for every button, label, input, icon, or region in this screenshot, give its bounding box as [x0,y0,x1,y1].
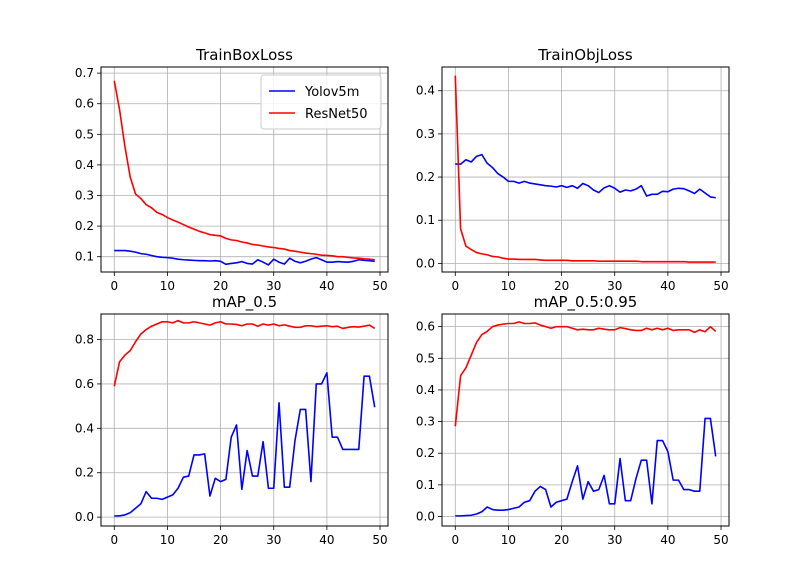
y-tick-label: 0.7 [75,66,94,80]
series-line-resnet50 [113,80,375,261]
y-tick-label: 0.6 [416,320,435,334]
y-tick-label: 0.3 [75,189,94,203]
plot-area [454,321,717,517]
grid [442,314,729,526]
x-tick-label: 50 [372,533,387,547]
plot-area [113,80,375,266]
y-tick-label: 0.2 [416,446,435,460]
y-tick-label: 0.4 [416,84,435,98]
y-tick-label: 0.4 [75,421,94,435]
series-line-resnet50 [454,75,716,263]
plot-area [113,319,376,517]
axis-ticks: 0 10 20 30 40 50 0.0 0.1 0.2 0.3 0.4 0.5 0.6 [416,320,729,547]
axis-ticks: 0 10 20 30 40 50 0.0 0.2 0.4 0.6 0.8 [75,333,388,547]
x-tick-label: 20 [554,533,569,547]
x-tick-label: 0 [451,533,459,547]
y-tick-label: 0.2 [75,466,94,480]
x-tick-label: 30 [266,279,281,293]
series-line-yolov5m [455,417,717,517]
x-tick-label: 50 [713,533,728,547]
series-line-yolov5m [114,372,376,517]
axes-frame [100,313,389,527]
axes-frame [441,66,730,273]
y-tick-label: 0.0 [75,510,94,524]
x-tick-label: 0 [110,279,118,293]
legend: Yolov5m ResNet50 [260,74,382,130]
y-tick-label: 0.4 [75,158,94,172]
axis-ticks: 0 10 20 30 40 50 0.1 0.2 0.3 0.4 0.5 0.6 0.7 [75,66,388,293]
chart-map-0-5: mAP_0.5 0 10 20 30 40 50 0.0 0.2 0.4 0.6 0.8 [75,293,389,547]
x-tick-label: 10 [160,533,175,547]
chart-title: mAP_0.5:0.95 [534,293,638,312]
x-tick-label: 30 [607,279,622,293]
grid [442,67,729,272]
x-tick-label: 10 [501,533,516,547]
y-tick-label: 0.0 [416,256,435,270]
axes-frame [100,66,389,273]
plot-area [454,75,716,263]
x-tick-label: 10 [501,279,516,293]
x-tick-label: 10 [160,279,175,293]
y-tick-label: 0.4 [416,383,435,397]
x-tick-label: 20 [554,279,569,293]
y-tick-label: 0.1 [75,250,94,264]
y-tick-label: 0.2 [75,219,94,233]
legend-box [260,74,382,130]
y-tick-label: 0.3 [416,415,435,429]
y-tick-label: 0.8 [75,333,94,347]
y-tick-label: 0.6 [75,377,94,391]
x-tick-label: 0 [110,533,118,547]
x-tick-label: 20 [213,533,228,547]
x-tick-label: 50 [713,279,728,293]
series-line-yolov5m [455,153,716,199]
y-tick-label: 0.5 [416,351,435,365]
y-tick-label: 0.0 [416,510,435,524]
y-tick-label: 0.6 [75,97,94,111]
x-tick-label: 30 [266,533,281,547]
x-tick-label: 40 [319,279,334,293]
legend-label: Yolov5m [304,85,359,100]
chart-trainboxloss: TrainBoxLoss 0 10 20 30 40 500.10.20.30.40.50… [75,46,389,293]
y-tick-label: 0.2 [416,170,435,184]
series-line-resnet50 [454,321,717,427]
legend-label: ResNet50 [305,107,368,122]
chart-title: mAP_0.5 [212,293,277,312]
axes-frame [441,313,730,527]
grid [101,314,388,526]
chart-trainobjloss: TrainObjLoss 0 10 20 30 40 50 0.0 0.1 0.2 0.3 0.4 [416,46,730,293]
x-tick-label: 0 [451,279,459,293]
series-line-yolov5m [114,249,375,266]
x-tick-label: 50 [372,279,387,293]
y-tick-label: 0.5 [75,127,94,141]
x-tick-label: 30 [607,533,622,547]
x-tick-label: 40 [660,533,675,547]
chart-map-0-5-0-95: mAP_0.5:0.95 0 10 20 30 40 500.00.10.20.30.40… [416,293,730,547]
x-tick-label: 20 [213,279,228,293]
x-tick-label: 40 [319,533,334,547]
x-tick-label: 40 [660,279,675,293]
y-tick-label: 0.3 [416,127,435,141]
axis-ticks: 0 10 20 30 40 50 0.0 0.1 0.2 0.3 0.4 [416,84,729,293]
chart-title: TrainObjLoss [537,46,633,64]
y-tick-label: 0.1 [416,478,435,492]
y-tick-label: 0.1 [416,213,435,227]
series-line-resnet50 [113,319,376,387]
chart-title: TrainBoxLoss [195,46,293,64]
